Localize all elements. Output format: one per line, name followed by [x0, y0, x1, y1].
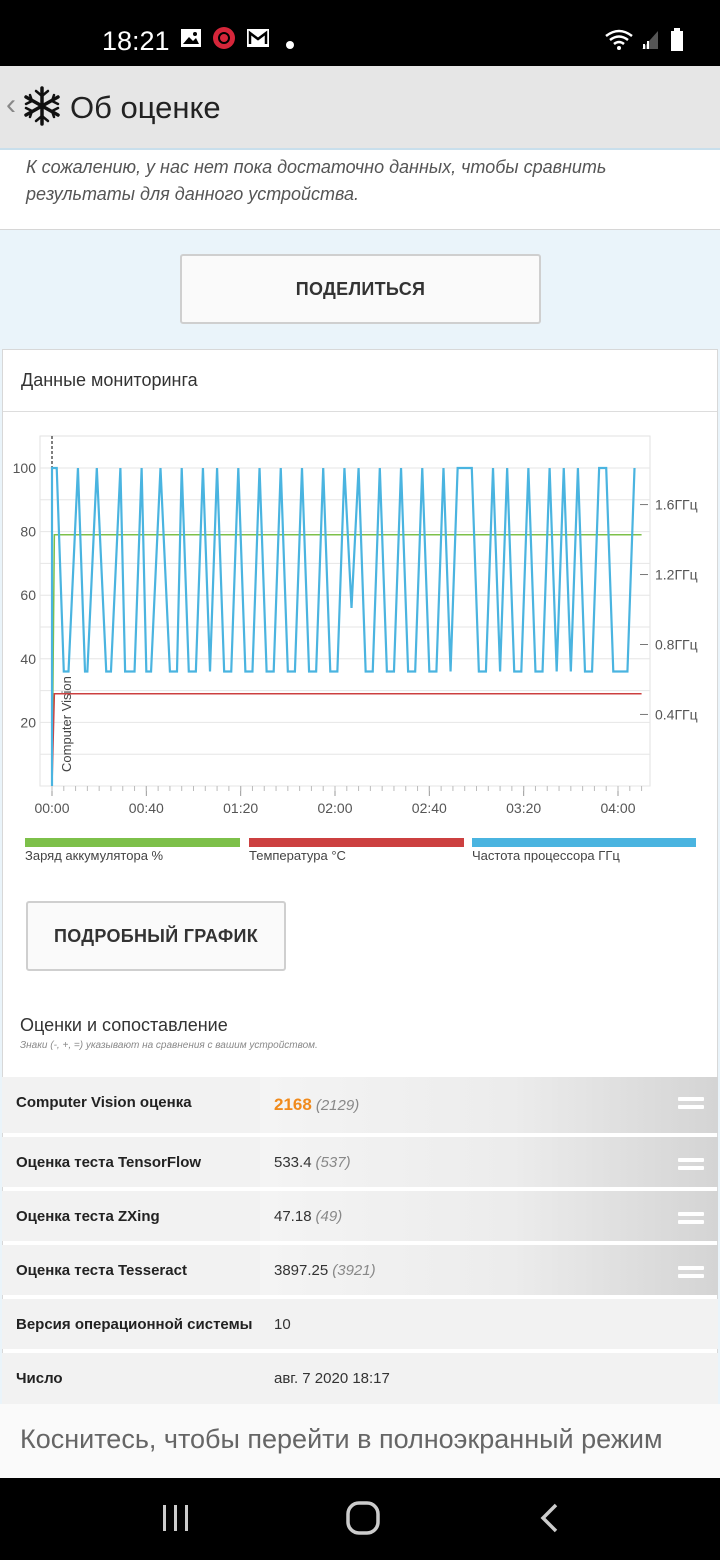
monitoring-header: Данные мониторинга — [3, 350, 717, 412]
x-tick-label: 00:40 — [129, 800, 164, 816]
signal-icon — [640, 30, 660, 55]
y-tick-label: 20 — [20, 714, 36, 730]
equal-sign-icon — [678, 1212, 704, 1228]
app-notification-icon — [212, 26, 236, 55]
mail-icon — [246, 28, 270, 53]
score-value-cell: 3897.25 (3921) — [260, 1245, 718, 1295]
equal-sign-icon — [678, 1097, 704, 1113]
y-right-tick-label: 1.6ГГц — [655, 497, 698, 513]
info-value-cell: авг. 7 2020 18:17 — [260, 1353, 718, 1404]
legend-swatch-battery — [25, 838, 240, 847]
app-bar: ‹ Об оценке — [0, 66, 720, 150]
equal-sign-icon — [678, 1158, 704, 1174]
status-time: 18:21 — [102, 26, 170, 56]
legend-label-cpu-frequency: Частота процессора ГГц — [472, 848, 620, 863]
score-label: Оценка теста Tesseract — [16, 1262, 187, 1279]
navigation-bar — [0, 1478, 720, 1560]
score-value: 47.18 (49) — [274, 1208, 342, 1225]
back-chevron-icon[interactable]: ‹ — [6, 88, 16, 121]
score-number: 3897.25 — [274, 1262, 329, 1279]
equal-sign-icon — [678, 1266, 704, 1282]
score-row-tensorflow: Оценка теста TensorFlow 533.4 (537) — [2, 1137, 718, 1187]
fullscreen-toast[interactable]: Коснитесь, чтобы перейти в полноэкранный… — [0, 1404, 720, 1478]
gallery-icon — [180, 28, 202, 53]
share-button[interactable]: ПОДЕЛИТЬСЯ — [180, 254, 541, 324]
wifi-icon — [604, 28, 634, 55]
score-label: Оценка теста ZXing — [16, 1208, 160, 1225]
monitoring-title: Данные мониторинга — [21, 370, 198, 390]
monitoring-chart: 100 80 60 40 20 1.6ГГц 1.2ГГц 0.8ГГц 0.4ГГц 00:00… — [13, 435, 698, 816]
battery-icon — [670, 28, 684, 57]
score-value: 3897.25 (3921) — [274, 1262, 376, 1279]
x-tick-label: 00:00 — [34, 800, 69, 816]
snowflake-logo-icon — [22, 86, 62, 131]
x-tick-label: 02:40 — [412, 800, 447, 816]
back-icon[interactable] — [538, 1502, 562, 1539]
score-value: 2168 (2129) — [274, 1095, 359, 1115]
detailed-chart-button[interactable]: ПОДРОБНЫЙ ГРАФИК — [26, 901, 286, 971]
score-compare: (2129) — [315, 1097, 360, 1114]
y-right-tick-label: 1.2ГГц — [655, 567, 698, 583]
info-value: 10 — [274, 1316, 291, 1333]
score-row-zxing: Оценка теста ZXing 47.18 (49) — [2, 1191, 718, 1241]
scores-title: Оценки и сопоставление — [20, 1015, 228, 1035]
score-number: 2168 — [274, 1095, 312, 1114]
info-label: Версия операционной системы — [16, 1316, 253, 1333]
info-row-date: Число авг. 7 2020 18:17 — [2, 1353, 718, 1404]
score-compare: (49) — [315, 1208, 343, 1225]
y-right-tick-label: 0.8ГГц — [655, 636, 698, 652]
y-tick-label: 80 — [20, 524, 36, 540]
info-value-cell: 10 — [260, 1299, 718, 1349]
info-row-os-version: Версия операционной системы 10 — [2, 1299, 718, 1349]
info-value: авг. 7 2020 18:17 — [274, 1370, 390, 1387]
legend-label-temperature: Температура °С — [249, 848, 346, 863]
scores-note: Знаки (-, +, =) указывают на сравнения с… — [20, 1040, 318, 1051]
score-value-cell: 533.4 (537) — [260, 1137, 718, 1187]
y-right-tick-label: 0.4ГГц — [655, 706, 698, 722]
x-tick-label: 01:20 — [223, 800, 258, 816]
score-number: 533.4 — [274, 1154, 312, 1171]
home-icon[interactable] — [345, 1500, 381, 1541]
y-tick-label: 40 — [20, 651, 36, 667]
computer-vision-marker-label: Computer Vision — [59, 676, 74, 772]
score-compare: (537) — [315, 1154, 351, 1171]
score-label: Computer Vision оценка — [16, 1094, 192, 1111]
more-notifications-icon — [286, 36, 294, 54]
y-tick-label: 60 — [20, 587, 36, 603]
notice-text: К сожалению, у нас нет пока достаточно д… — [26, 157, 607, 204]
legend-label-battery: Заряд аккумулятора % — [25, 848, 164, 863]
score-value: 533.4 (537) — [274, 1154, 351, 1171]
info-label: Число — [16, 1370, 63, 1387]
page-title: Об оценке — [70, 90, 221, 125]
x-tick-label: 04:00 — [600, 800, 635, 816]
score-value-cell: 47.18 (49) — [260, 1191, 718, 1241]
y-tick-label: 100 — [13, 460, 37, 476]
score-compare: (3921) — [332, 1262, 376, 1279]
legend-swatch-temperature — [249, 838, 464, 847]
score-row-computer-vision: Computer Vision оценка 2168 (2129) — [2, 1077, 718, 1133]
toast-text: Коснитесь, чтобы перейти в полноэкранный… — [20, 1424, 663, 1454]
insufficient-data-notice: К сожалению, у нас нет пока достаточно д… — [0, 150, 720, 230]
legend-swatch-cpu-frequency — [472, 838, 696, 847]
status-bar: 18:21 — [0, 0, 720, 66]
x-tick-label: 03:20 — [506, 800, 541, 816]
cpu-frequency-series-line — [50, 466, 636, 786]
score-value-cell: 2168 (2129) — [260, 1077, 718, 1133]
score-number: 47.18 — [274, 1208, 312, 1225]
score-label: Оценка теста TensorFlow — [16, 1154, 202, 1171]
x-tick-label: 02:00 — [317, 800, 352, 816]
recent-apps-icon[interactable] — [160, 1502, 192, 1539]
score-row-tesseract: Оценка теста Tesseract 3897.25 (3921) — [2, 1245, 718, 1295]
